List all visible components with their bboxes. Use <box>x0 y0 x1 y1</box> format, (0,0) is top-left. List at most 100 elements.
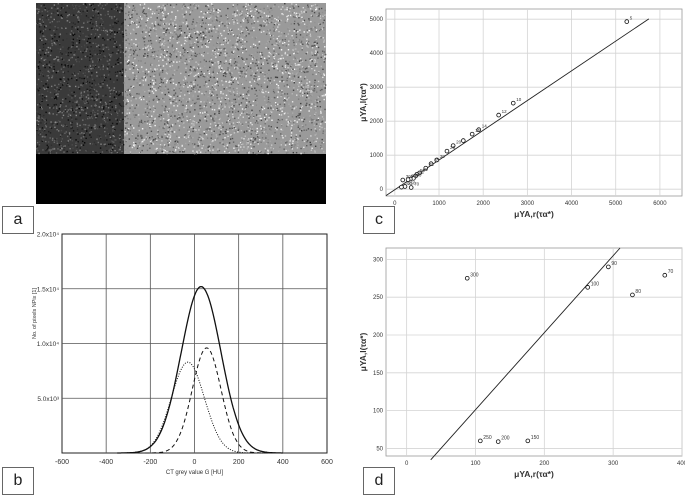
noise-dot <box>234 15 236 17</box>
noise-dot <box>231 30 233 33</box>
noise-dot <box>218 122 220 124</box>
noise-dot <box>127 50 130 52</box>
noise-dot <box>314 145 317 147</box>
noise-dot <box>46 63 48 66</box>
noise-dot <box>293 105 295 107</box>
noise-dot <box>167 88 169 90</box>
noise-dot <box>298 39 301 41</box>
noise-dot <box>83 132 85 135</box>
noise-dot <box>220 62 222 64</box>
noise-dot <box>209 106 212 108</box>
noise-dot <box>228 111 231 113</box>
noise-dot <box>44 9 47 12</box>
noise-dot <box>300 102 302 105</box>
noise-dot <box>268 55 270 58</box>
noise-dot <box>274 97 276 99</box>
noise-dot <box>236 43 238 45</box>
noise-dot <box>193 113 196 116</box>
noise-dot <box>200 70 203 73</box>
noise-dot <box>234 61 237 63</box>
noise-dot <box>146 46 149 48</box>
noise-dot <box>169 55 171 58</box>
noise-dot <box>157 12 160 15</box>
noise-dot <box>321 136 323 139</box>
noise-dot <box>114 63 117 65</box>
noise-dot <box>227 33 229 35</box>
noise-dot <box>277 24 280 26</box>
noise-dot <box>164 68 166 70</box>
noise-dot <box>74 85 77 88</box>
noise-dot <box>69 85 71 88</box>
noise-dot <box>301 129 303 132</box>
noise-dot <box>323 42 326 44</box>
noise-dot <box>209 149 211 152</box>
noise-dot <box>259 111 262 114</box>
noise-dot <box>125 90 128 93</box>
noise-dot <box>74 101 76 103</box>
noise-dot <box>61 112 63 114</box>
noise-dot <box>270 106 272 108</box>
noise-dot <box>58 90 60 93</box>
noise-dot <box>308 23 311 26</box>
noise-dot <box>172 36 174 38</box>
noise-dot <box>234 130 237 132</box>
noise-dot <box>87 117 89 120</box>
noise-dot <box>269 52 272 55</box>
noise-dot <box>161 140 163 142</box>
noise-dot <box>232 122 235 124</box>
noise-dot <box>201 25 203 28</box>
noise-dot <box>129 124 132 126</box>
noise-dot <box>218 67 220 69</box>
noise-dot <box>113 125 115 128</box>
noise-dot <box>216 42 218 44</box>
noise-dot <box>221 22 224 25</box>
noise-dot <box>210 60 213 63</box>
noise-dot <box>194 114 196 116</box>
noise-dot <box>295 48 297 50</box>
noise-dot <box>226 25 228 27</box>
noise-dot <box>117 63 119 65</box>
noise-dot <box>275 29 277 32</box>
noise-dot <box>253 116 255 118</box>
noise-dot <box>254 137 257 140</box>
noise-dot <box>137 135 139 137</box>
noise-dot <box>112 23 114 25</box>
noise-dot <box>183 134 186 137</box>
noise-dot <box>247 12 249 15</box>
noise-dot <box>178 99 181 102</box>
noise-dot <box>109 101 111 104</box>
noise-dot <box>133 52 136 54</box>
noise-dot <box>213 130 215 133</box>
noise-dot <box>222 126 224 128</box>
noise-dot <box>231 127 233 129</box>
noise-dot <box>71 97 73 99</box>
noise-dot <box>283 148 285 150</box>
noise-dot <box>269 34 272 37</box>
noise-dot <box>316 105 319 108</box>
noise-dot <box>36 3 38 6</box>
noise-dot <box>93 141 96 144</box>
noise-dot <box>175 88 177 91</box>
noise-dot <box>245 143 248 146</box>
noise-dot <box>168 133 170 136</box>
noise-dot <box>100 7 102 9</box>
noise-dot <box>117 20 119 23</box>
noise-dot <box>284 51 287 54</box>
noise-dot <box>79 124 81 127</box>
noise-dot <box>260 25 263 28</box>
noise-dot <box>291 75 294 78</box>
noise-dot <box>186 22 188 24</box>
noise-dot <box>324 93 327 96</box>
noise-dot <box>73 72 76 74</box>
noise-dot <box>86 42 88 44</box>
noise-dot <box>116 114 119 117</box>
noise-dot <box>44 119 47 122</box>
noise-dot <box>108 107 111 109</box>
noise-dot <box>98 76 101 78</box>
noise-dot <box>247 122 249 124</box>
noise-dot <box>168 94 170 96</box>
noise-dot <box>103 27 105 29</box>
noise-dot <box>315 29 318 31</box>
noise-dot <box>162 15 164 17</box>
noise-dot <box>82 144 85 146</box>
